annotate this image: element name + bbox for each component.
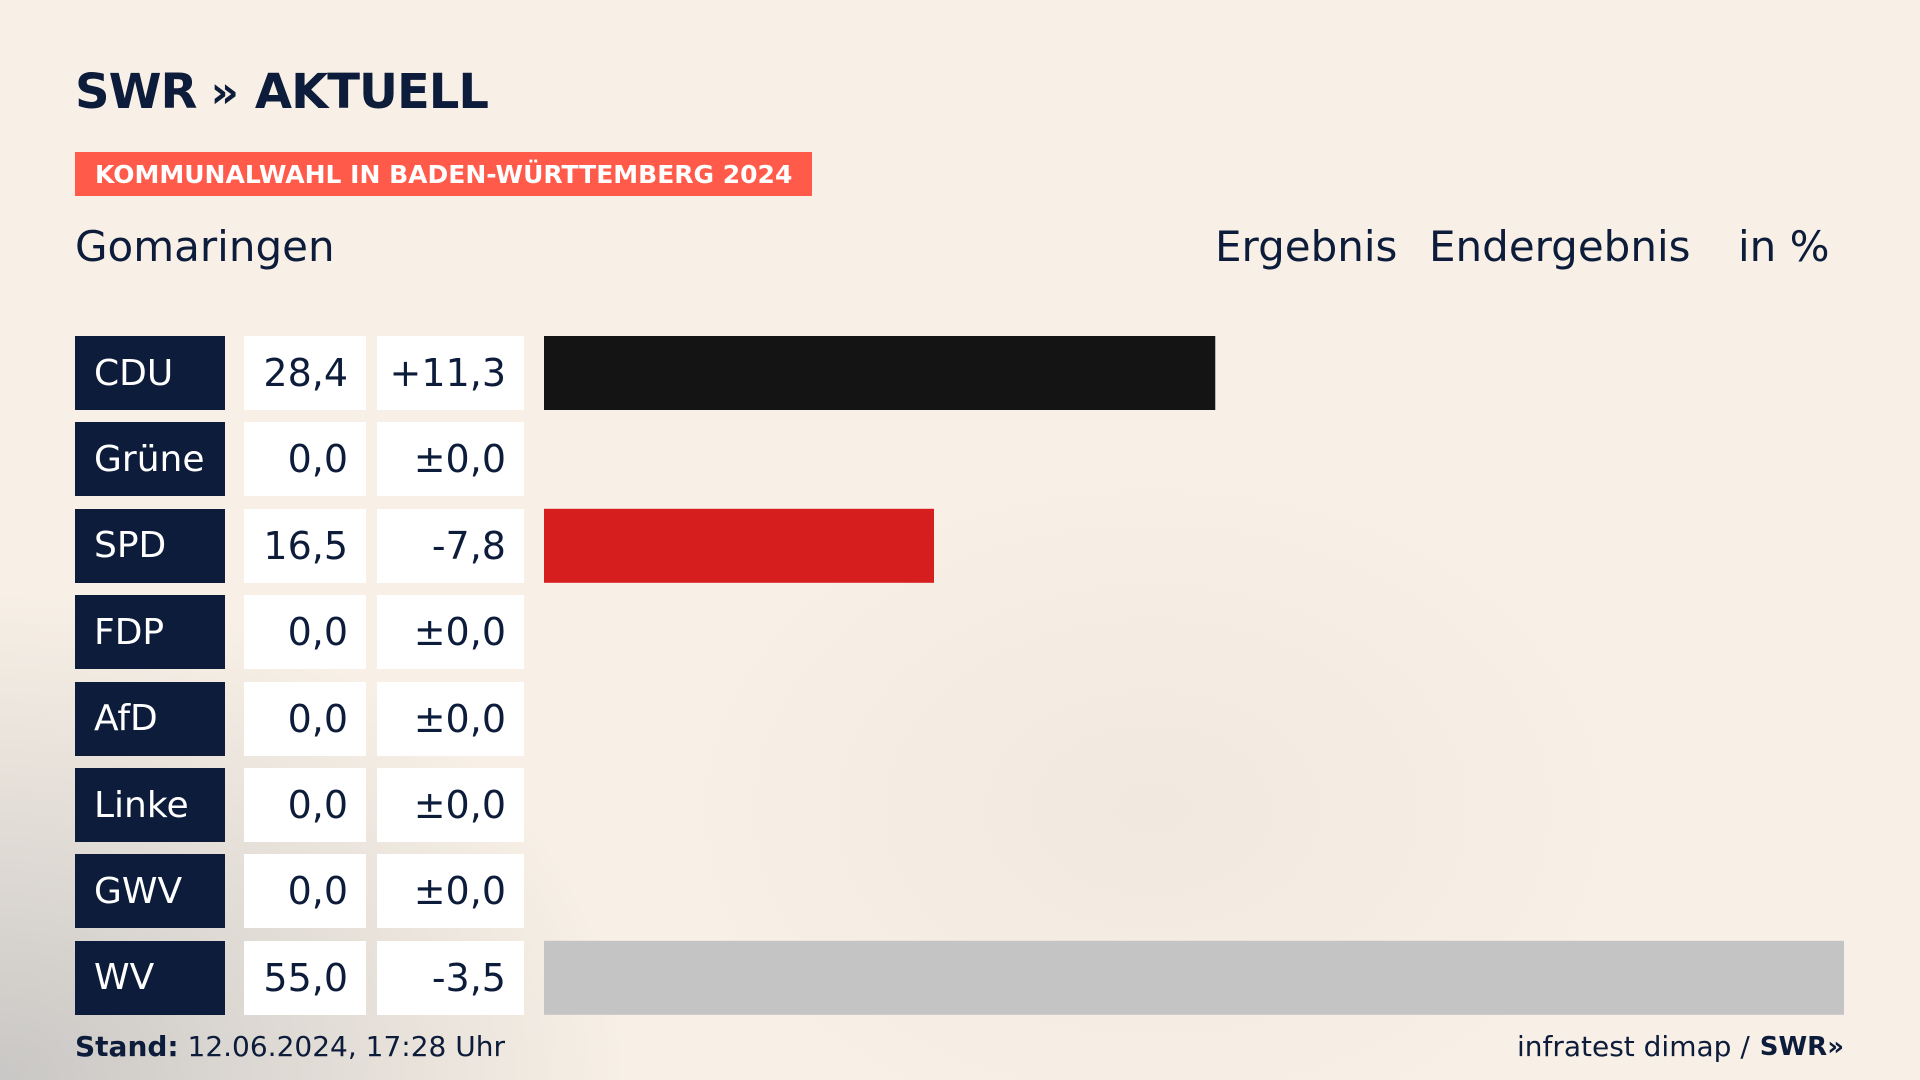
- party-label: SPD: [75, 508, 225, 583]
- source-text: infratest dimap /: [1516, 1030, 1750, 1063]
- result-value: 55,0: [244, 940, 366, 1015]
- result-value: 0,0: [244, 768, 366, 842]
- logo-swr-text: SWR: [75, 64, 197, 120]
- header-unit: in %: [1738, 222, 1830, 271]
- bar-cdu: [544, 336, 1216, 410]
- header-result: Ergebnis: [1215, 222, 1398, 271]
- bar-wv: [544, 940, 1844, 1015]
- party-label: WV: [75, 940, 225, 1015]
- change-value: ±0,0: [377, 768, 524, 842]
- logo-aktuell-text: AKTUELL: [254, 64, 489, 120]
- result-value: 0,0: [244, 422, 366, 497]
- swr-aktuell-logo: SWR » AKTUELL: [75, 64, 489, 120]
- result-value: 0,0: [244, 854, 366, 929]
- source-logo: SWR»: [1760, 1032, 1844, 1062]
- party-label: GWV: [75, 854, 225, 929]
- stand-label: Stand:: [75, 1030, 179, 1063]
- result-value: 0,0: [244, 681, 366, 756]
- result-value: 28,4: [244, 336, 366, 410]
- source-logo-chevron-icon: »: [1827, 1031, 1844, 1062]
- change-value: ±0,0: [377, 422, 524, 497]
- result-value: 16,5: [244, 508, 366, 583]
- header-status: Endergebnis: [1429, 222, 1691, 271]
- change-value: +11,3: [377, 336, 524, 410]
- stand-value: 12.06.2024, 17:28 Uhr: [178, 1030, 505, 1063]
- party-label: CDU: [75, 336, 225, 410]
- party-label: Grüne: [75, 422, 225, 497]
- timestamp: Stand: 12.06.2024, 17:28 Uhr: [75, 1030, 505, 1063]
- change-value: -3,5: [377, 940, 524, 1015]
- place-title: Gomaringen: [75, 222, 335, 271]
- party-label: Linke: [75, 768, 225, 842]
- change-value: ±0,0: [377, 595, 524, 670]
- election-banner: KOMMUNALWAHL IN BADEN-WÜRTTEMBERG 2024: [75, 152, 813, 196]
- change-value: ±0,0: [377, 854, 524, 929]
- party-label: AfD: [75, 681, 225, 756]
- bar-spd: [544, 508, 934, 583]
- change-value: ±0,0: [377, 681, 524, 756]
- source-logo-text: SWR: [1759, 1031, 1828, 1062]
- result-value: 0,0: [244, 595, 366, 670]
- party-label: FDP: [75, 595, 225, 670]
- source-credit: infratest dimap / SWR»: [1517, 1030, 1844, 1063]
- change-value: -7,8: [377, 508, 524, 583]
